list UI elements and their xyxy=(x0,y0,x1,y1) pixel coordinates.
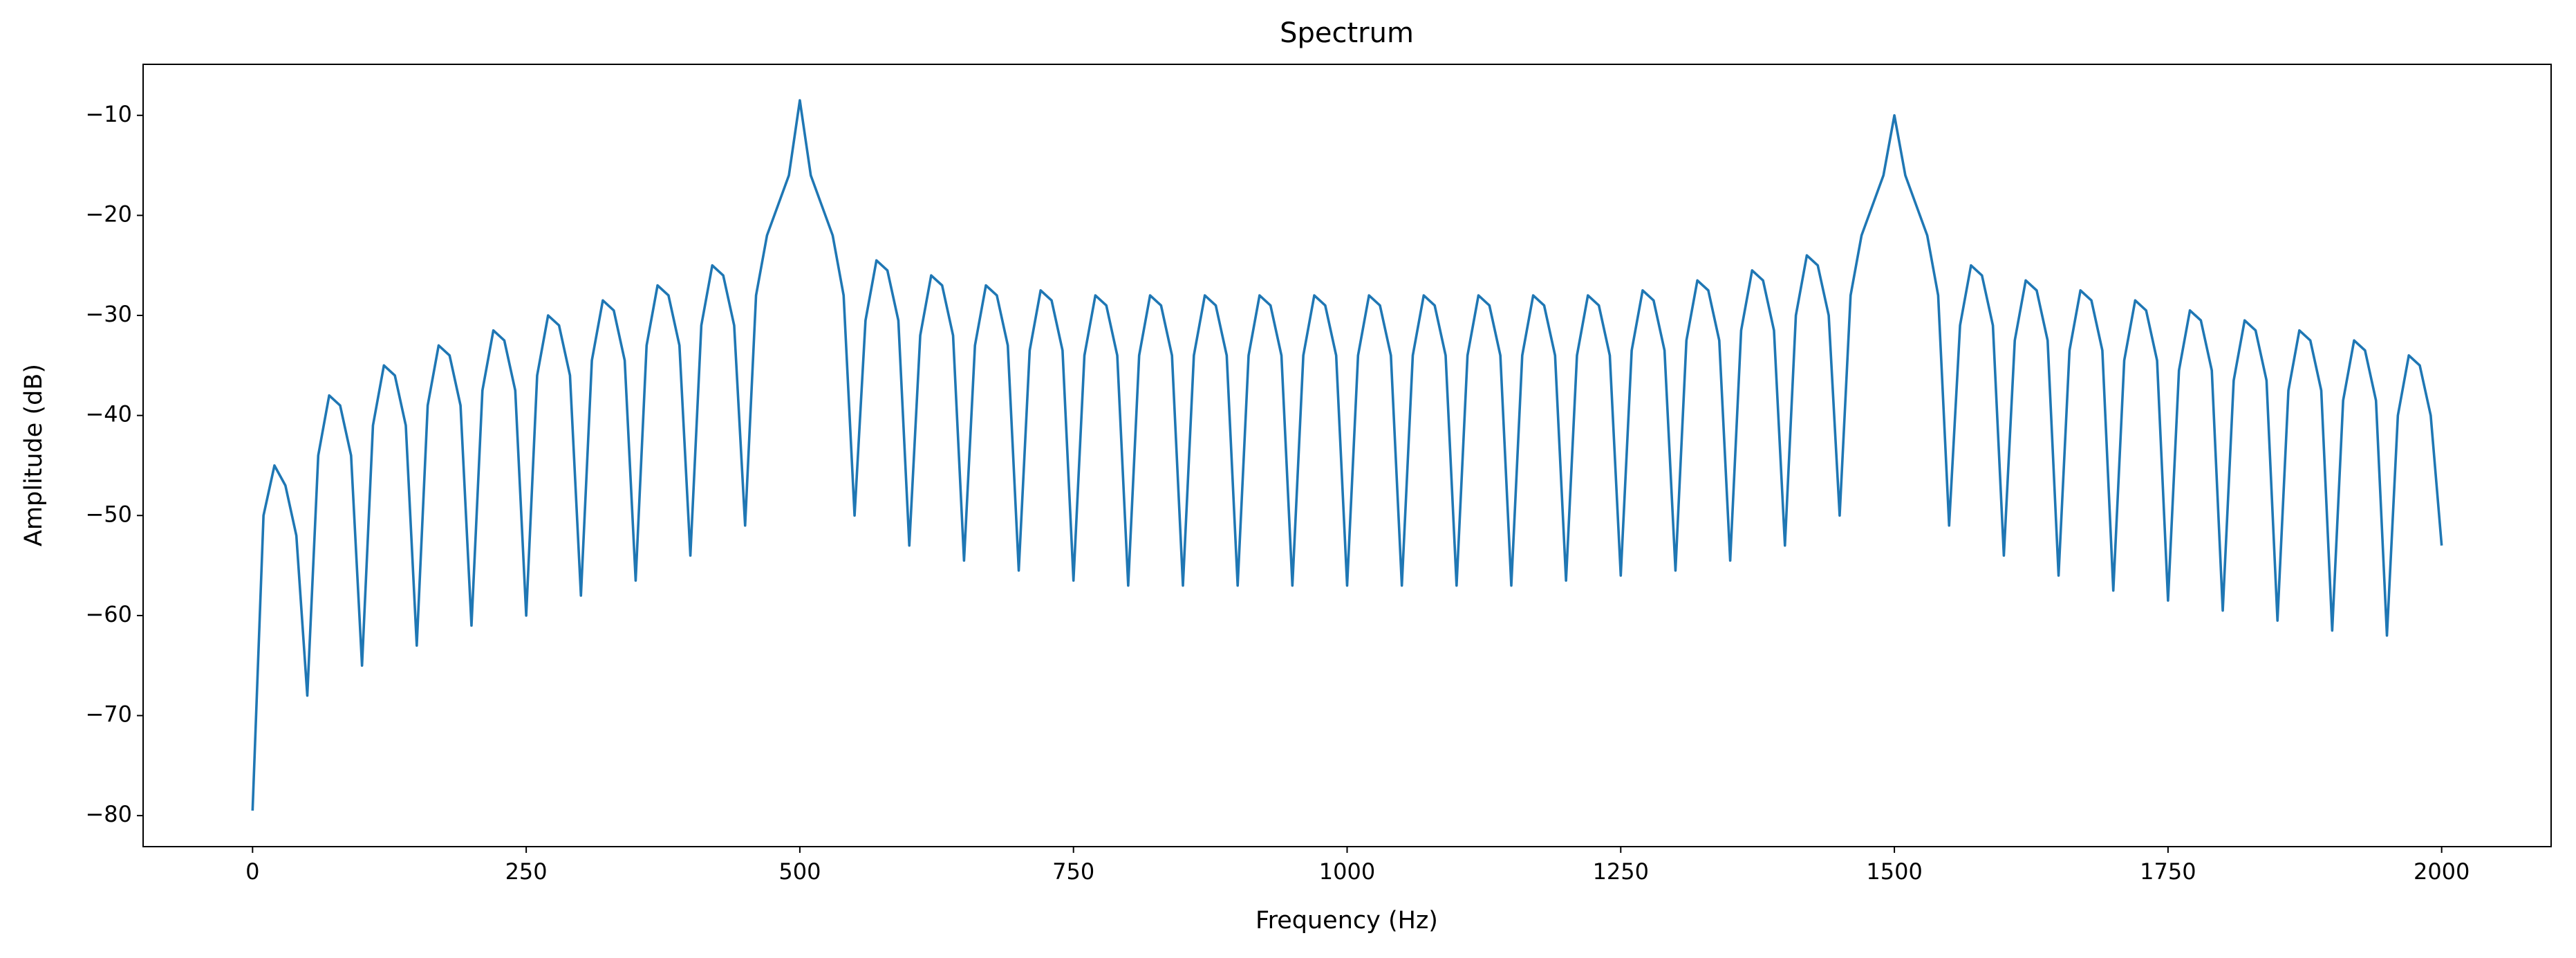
y-axis-label: Amplitude (dB) xyxy=(20,364,48,546)
x-tick-label: 1000 xyxy=(1319,858,1375,885)
y-tick-label: −40 xyxy=(85,401,132,427)
x-tick-label: 2000 xyxy=(2414,858,2470,885)
y-tick-label: −50 xyxy=(85,501,132,527)
x-tick-label: 750 xyxy=(1052,858,1094,885)
x-axis-label: Frequency (Hz) xyxy=(1256,907,1438,934)
y-tick-label: −10 xyxy=(85,101,132,127)
x-tick-label: 1500 xyxy=(1866,858,1922,885)
x-tick-label: 250 xyxy=(505,858,548,885)
x-tick-label: 1250 xyxy=(1593,858,1649,885)
y-tick-label: −60 xyxy=(85,601,132,627)
y-tick-label: −80 xyxy=(85,801,132,827)
x-tick-label: 500 xyxy=(778,858,821,885)
plot-frame xyxy=(142,64,2552,847)
y-tick-label: −30 xyxy=(85,301,132,327)
chart-title: Spectrum xyxy=(1280,17,1414,49)
y-tick-label: −70 xyxy=(85,701,132,728)
x-tick-label: 1750 xyxy=(2140,858,2196,885)
x-tick-label: 0 xyxy=(245,858,259,885)
spectrum-line xyxy=(251,99,2443,811)
y-tick-label: −20 xyxy=(85,201,132,227)
